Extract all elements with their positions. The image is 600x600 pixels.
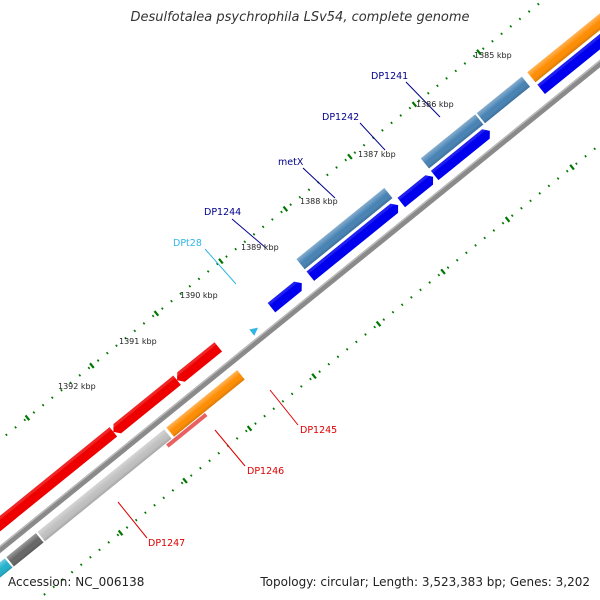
map-title: Desulfotalea psychrophila LSv54, complet… xyxy=(130,10,470,25)
reverse-gene-track xyxy=(0,370,245,586)
gene-label-dp1247[interactable]: DP1247 xyxy=(148,538,185,549)
kbp-label: 1387 kbp xyxy=(358,150,396,159)
cds-arrow-metx[interactable] xyxy=(306,200,402,281)
cds-arrow-dp1242[interactable] xyxy=(430,126,494,181)
gene-label-dp1242[interactable]: DP1242 xyxy=(322,112,359,123)
gene-labels: DP1241 DP1242 metX DP1244 DPt28 DP1245 D… xyxy=(148,71,408,549)
accession-label: Accession: NC_006138 xyxy=(8,575,145,589)
genome-summary: Topology: circular; Length: 3,523,383 bp… xyxy=(260,575,590,589)
gene-label-dp1246[interactable]: DP1246 xyxy=(247,466,284,477)
cds-arrow-dp1246[interactable] xyxy=(110,375,181,437)
label-leaders xyxy=(117,81,441,539)
reverse-cds-track xyxy=(0,342,223,538)
kbp-label: 1389 kbp xyxy=(241,243,279,252)
gene-feature-dp1246[interactable] xyxy=(166,413,208,448)
kbp-label: 1386 kbp xyxy=(416,100,454,109)
gene-label-dp1241[interactable]: DP1241 xyxy=(371,71,408,82)
cds-arrow-dp1244[interactable] xyxy=(267,278,306,313)
trna-dpt28[interactable] xyxy=(249,324,260,336)
kbp-label: 1388 kbp xyxy=(300,197,338,206)
cds-arrow-dp1245[interactable] xyxy=(173,342,223,385)
major-ticks xyxy=(24,49,575,536)
forward-cds-track xyxy=(267,21,600,313)
genome-backbone xyxy=(0,37,600,571)
kbp-label: 1391 kbp xyxy=(119,337,157,346)
inner-tick-ring xyxy=(15,87,600,600)
forward-gene-track xyxy=(296,9,600,270)
gene-label-metx[interactable]: metX xyxy=(278,157,304,168)
cds-arrow-a[interactable] xyxy=(397,172,436,208)
gene-label-dp1244[interactable]: DP1244 xyxy=(204,207,241,218)
kbp-label: 1392 kbp xyxy=(58,382,96,391)
gene-label-dpt28[interactable]: DPt28 xyxy=(173,238,202,249)
kbp-label: 1385 kbp xyxy=(474,51,512,60)
cds-arrow-dp1247[interactable] xyxy=(0,427,118,537)
outer-tick-ring xyxy=(0,0,577,503)
kbp-scale-labels: 1385 kbp 1386 kbp 1387 kbp 1388 kbp 1389… xyxy=(58,51,512,391)
kbp-label: 1390 kbp xyxy=(180,291,218,300)
gene-label-dp1245[interactable]: DP1245 xyxy=(300,425,337,436)
cds-arrow-dp1241[interactable] xyxy=(537,21,600,94)
